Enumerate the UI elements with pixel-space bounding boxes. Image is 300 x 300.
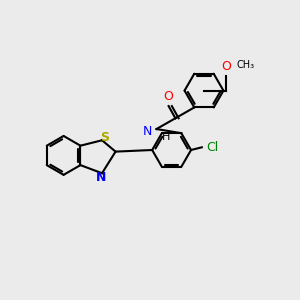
Text: O: O — [164, 90, 174, 103]
Text: O: O — [221, 60, 231, 73]
Text: N: N — [143, 125, 152, 138]
Text: N: N — [95, 171, 106, 184]
Text: S: S — [100, 131, 109, 144]
Text: Cl: Cl — [206, 141, 218, 154]
Text: H: H — [162, 132, 170, 142]
Text: CH₃: CH₃ — [237, 60, 255, 70]
